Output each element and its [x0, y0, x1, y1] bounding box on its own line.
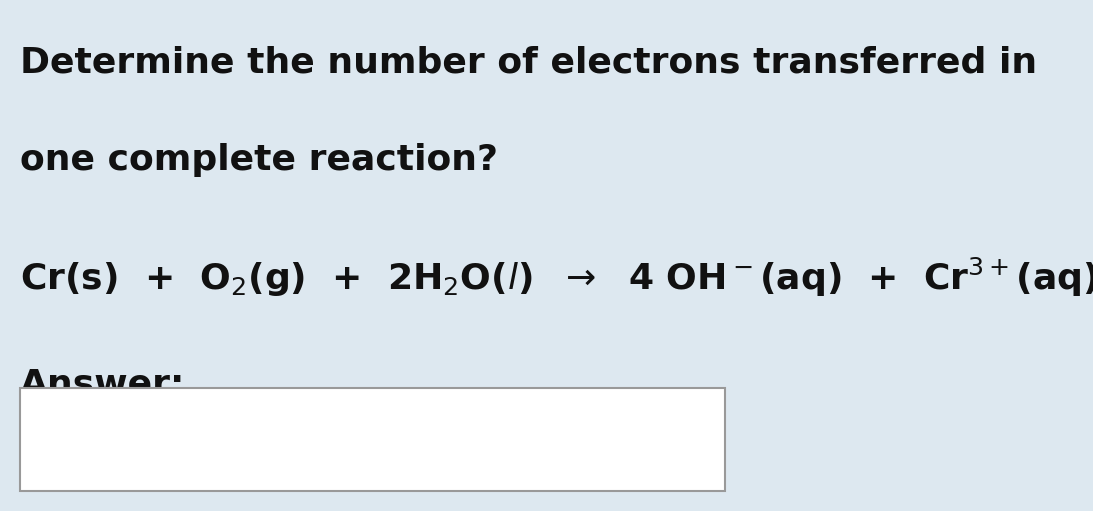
- Text: Answer:: Answer:: [20, 368, 185, 402]
- Text: one complete reaction?: one complete reaction?: [20, 143, 497, 177]
- Text: Determine the number of electrons transferred in: Determine the number of electrons transf…: [20, 46, 1037, 80]
- Text: Cr(s)  +  O$_2$(g)  +  2H$_2$O($l$)  $\rightarrow$  4 OH$^-$(aq)  +  Cr$^{3+}$(a: Cr(s) + O$_2$(g) + 2H$_2$O($l$) $\righta…: [20, 256, 1093, 299]
- FancyBboxPatch shape: [20, 388, 725, 491]
